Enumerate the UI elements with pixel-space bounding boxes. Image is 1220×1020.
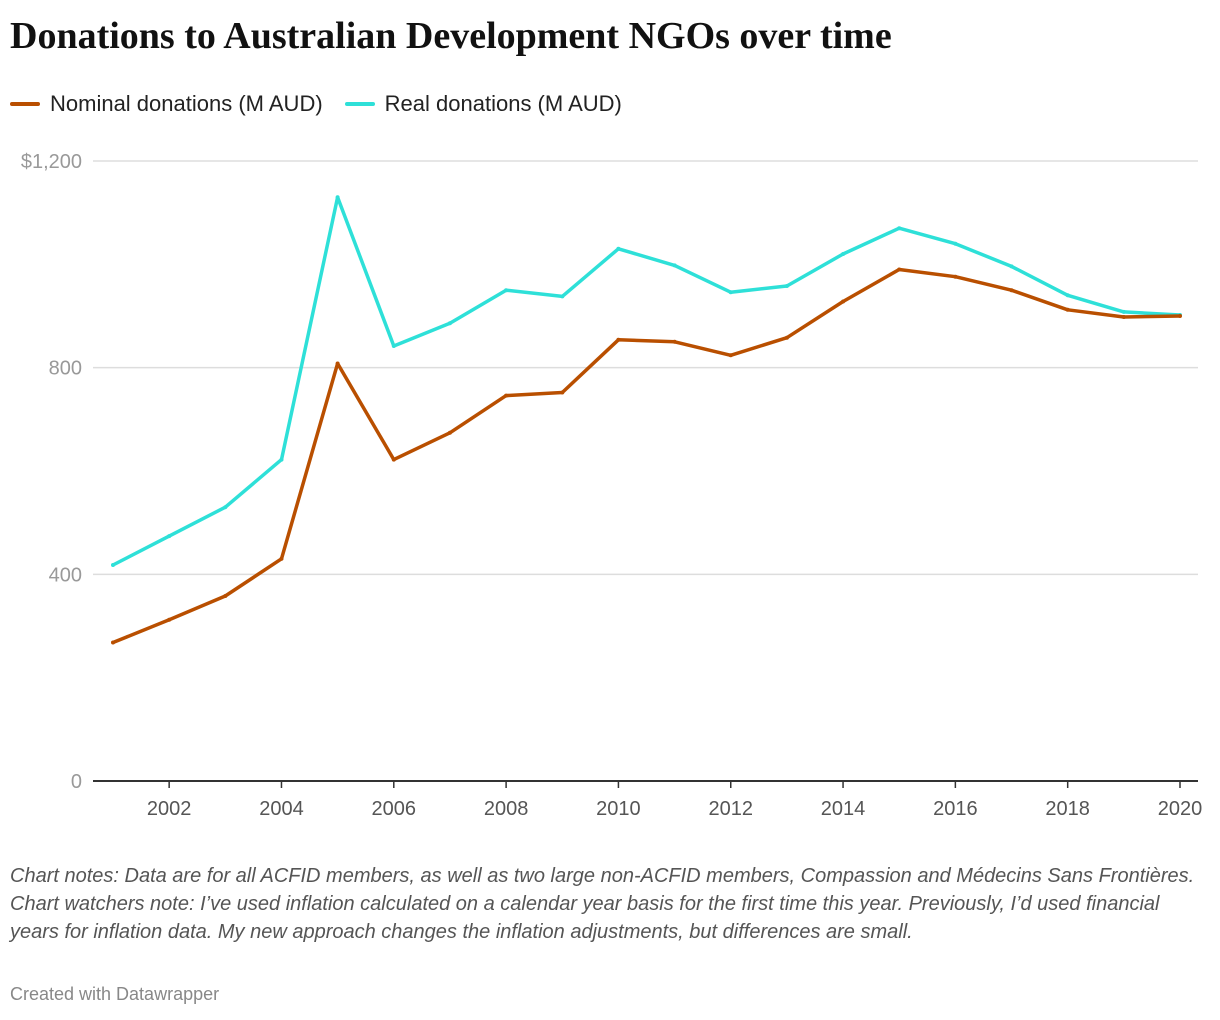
x-tick-label-2014: 2014 (821, 798, 866, 820)
data-point-nominal-2006 (391, 457, 396, 462)
x-tick-label-2012: 2012 (708, 798, 753, 820)
data-point-nominal-2020 (1178, 314, 1182, 318)
data-point-real-2005 (335, 195, 340, 200)
data-point-nominal-2012 (728, 353, 733, 358)
data-point-real-2015 (897, 226, 902, 231)
x-tick-label-2002: 2002 (147, 798, 192, 820)
data-point-real-2006 (391, 344, 396, 348)
data-point-nominal-2010 (616, 337, 621, 342)
data-point-real-2018 (1065, 293, 1070, 298)
data-point-real-2017 (1009, 264, 1014, 269)
x-tick-label-2010: 2010 (596, 798, 641, 820)
x-axis-ticks: 2002 2004 2006 2008 2010 2012 2014 2016 2018 2020 (147, 781, 1202, 820)
data-point-real-2012 (728, 290, 733, 295)
data-point-nominal-2009 (560, 390, 565, 395)
legend-label-real: Real donations (M AUD) (384, 91, 622, 116)
y-tick-label-1200: $1,200 (21, 151, 82, 173)
legend-swatch-nominal (10, 102, 40, 106)
data-point-nominal-2003 (223, 594, 228, 598)
series-line-real (111, 195, 1182, 567)
data-point-nominal-2008 (504, 393, 509, 398)
data-point-nominal-2011 (672, 339, 677, 344)
y-axis-labels: 0 400 800 $1,200 (21, 151, 82, 793)
y-tick-label-0: 0 (71, 771, 82, 793)
legend-label-nominal: Nominal donations (M AUD) (50, 91, 323, 116)
data-point-nominal-2017 (1009, 288, 1014, 293)
data-point-real-2002 (167, 534, 172, 539)
chart-title: Donations to Australian Development NGOs… (10, 15, 892, 57)
data-point-real-2013 (784, 284, 789, 288)
data-point-real-2001 (111, 563, 115, 567)
series-line-nominal (111, 267, 1182, 645)
data-point-real-2007 (447, 321, 452, 326)
y-tick-label-400: 400 (49, 564, 82, 586)
data-point-nominal-2015 (897, 267, 902, 272)
gridlines (93, 160, 1198, 576)
data-point-nominal-2019 (1121, 315, 1126, 319)
data-point-real-2014 (841, 252, 846, 256)
data-point-nominal-2014 (841, 299, 846, 304)
x-tick-label-2006: 2006 (372, 798, 417, 820)
legend-item-nominal: Nominal donations (M AUD) (10, 91, 323, 117)
data-point-nominal-2004 (279, 556, 284, 561)
x-tick-label-2004: 2004 (259, 798, 304, 820)
data-point-nominal-2018 (1065, 307, 1070, 312)
data-point-real-2011 (672, 263, 677, 268)
y-tick-label-800: 800 (49, 358, 82, 380)
credit-line: Created with Datawrapper (10, 984, 220, 1004)
data-point-real-2016 (953, 241, 958, 246)
chart-notes: Chart notes: Data are for all ACFID memb… (10, 865, 1195, 943)
x-tick-label-2016: 2016 (933, 798, 978, 820)
data-point-nominal-2005 (335, 361, 340, 366)
data-point-nominal-2016 (953, 274, 958, 279)
data-point-real-2009 (560, 294, 565, 299)
data-point-real-2019 (1121, 309, 1126, 314)
x-tick-label-2008: 2008 (484, 798, 529, 820)
legend: Nominal donations (M AUD) Real donations… (10, 90, 622, 118)
data-point-nominal-2001 (111, 640, 115, 645)
series-lines (111, 195, 1182, 645)
x-tick-label-2020: 2020 (1158, 798, 1203, 820)
data-point-nominal-2002 (167, 617, 172, 622)
data-point-nominal-2013 (784, 335, 789, 340)
x-tick-label-2018: 2018 (1045, 798, 1090, 820)
data-point-real-2003 (223, 505, 228, 510)
data-point-real-2004 (279, 457, 284, 462)
legend-swatch-real (344, 102, 375, 106)
data-point-real-2010 (616, 246, 621, 251)
data-point-nominal-2007 (447, 430, 452, 435)
legend-item-real: Real donations (M AUD) (344, 91, 622, 117)
data-point-real-2008 (504, 288, 509, 293)
